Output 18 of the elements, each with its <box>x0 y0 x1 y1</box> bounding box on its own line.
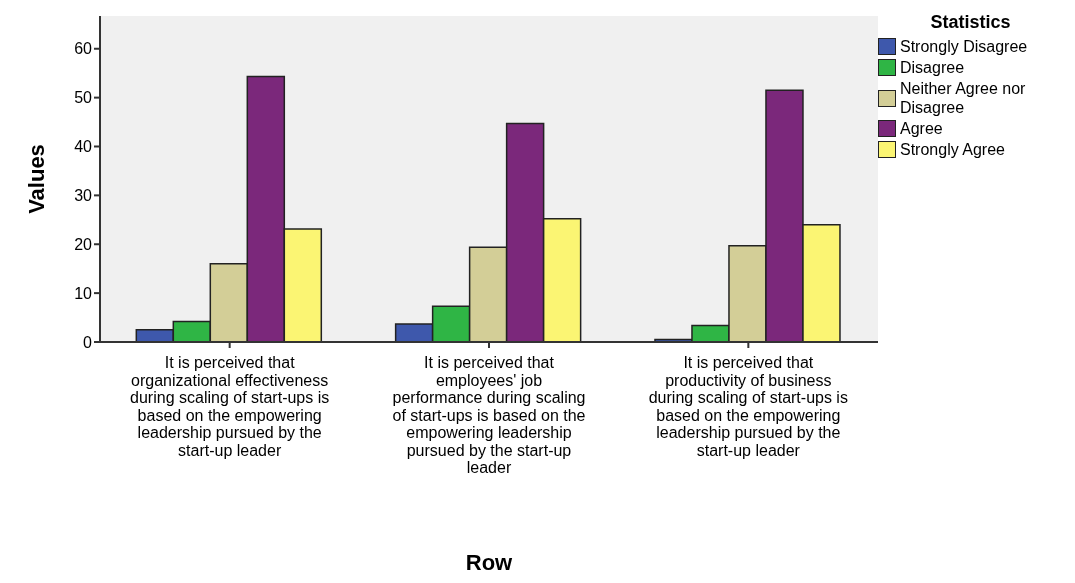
y-tick-label: 10 <box>74 284 93 302</box>
legend-label: Agree <box>900 119 943 138</box>
y-axis-title: Values <box>23 144 49 214</box>
y-tick-label: 30 <box>74 187 93 205</box>
x-tick-label: It is perceived that employees' job performance during scaling of start-ups is based on the empowering leadership pursued by the start-up leader <box>392 354 586 476</box>
y-tick-label: 40 <box>74 138 93 156</box>
x-tick-label: It is perceived that organizational effectiveness during scaling of start-ups is based on the empowering leadership pursued by the start-up leader <box>130 354 330 459</box>
y-tick-label: 20 <box>74 235 93 253</box>
legend-title: Statistics <box>929 12 1012 33</box>
legend-label: Strongly Disagree <box>900 37 1028 56</box>
x-tick-label: It is perceived that productivity of business during scaling of start-ups is based on the empowering leadership pursued by the start-up leader <box>648 354 848 459</box>
legend-label: Strongly Agree <box>900 140 1005 159</box>
legend-label: Disagree <box>900 58 965 77</box>
y-tick-label: 50 <box>74 89 93 107</box>
y-tick-label: 60 <box>74 40 93 58</box>
legend-label: Neither Agree nor Disagree <box>900 79 1027 117</box>
x-axis-title: Row <box>465 550 514 575</box>
y-tick-label: 0 <box>83 333 93 351</box>
